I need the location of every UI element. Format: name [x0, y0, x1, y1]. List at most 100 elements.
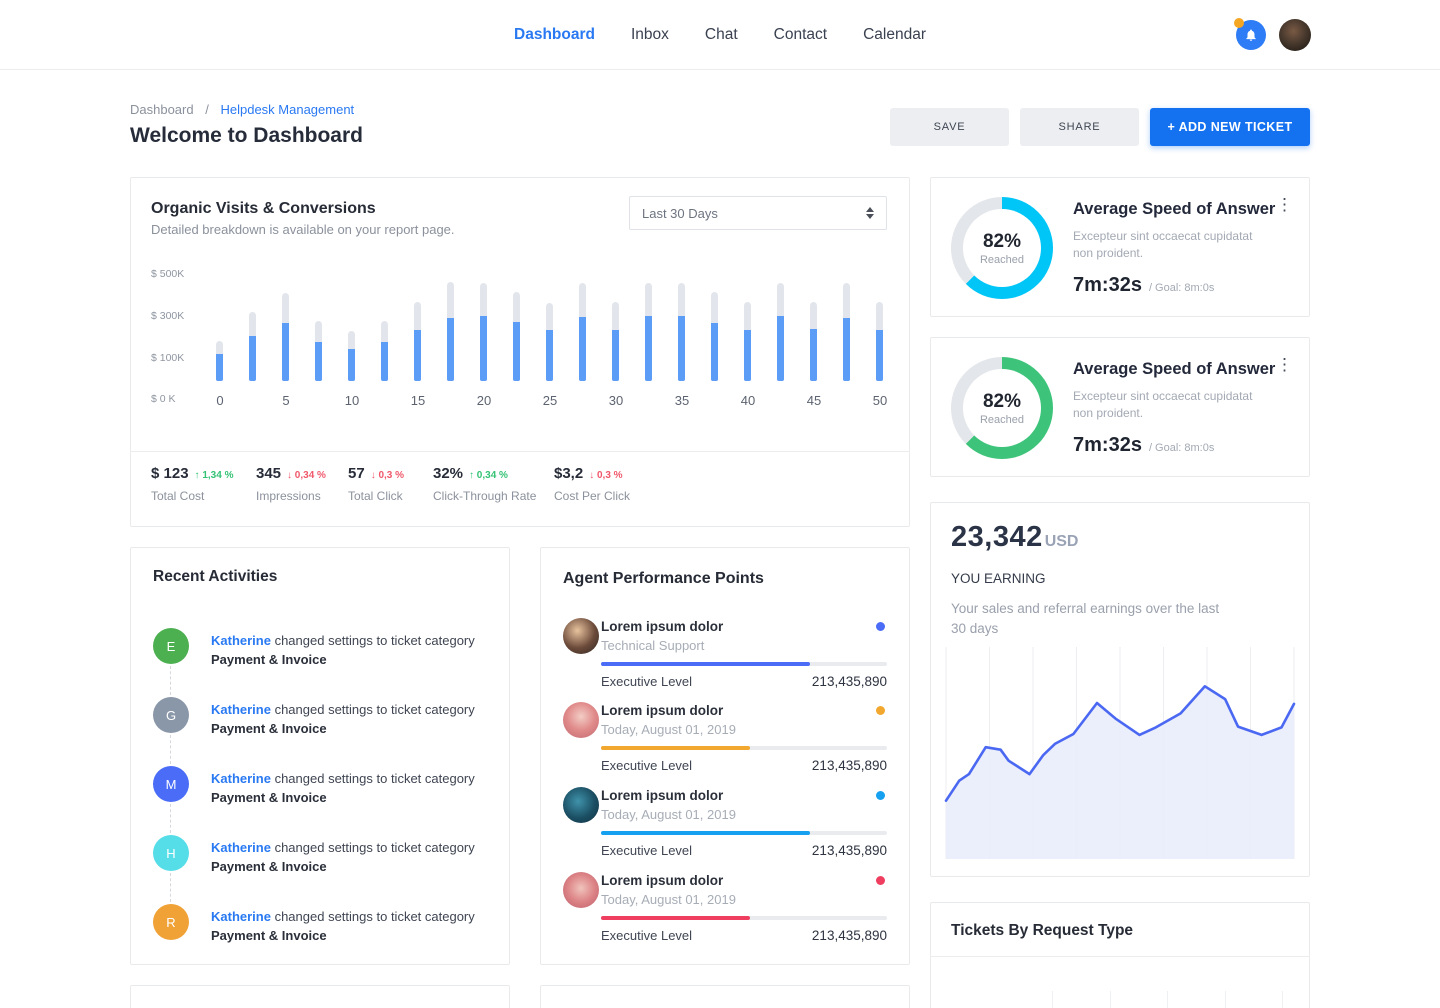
x-tick-label — [644, 393, 654, 408]
notification-button[interactable] — [1234, 18, 1266, 50]
stat-value: 32% — [433, 465, 464, 482]
user-avatar[interactable] — [1279, 19, 1311, 51]
activity-user[interactable]: Katherine — [211, 771, 271, 786]
x-tick-label: 25 — [542, 393, 558, 408]
avg-speed-description: Excepteur sint occaecat cupidatat non pr… — [1073, 389, 1253, 420]
bar-converted — [381, 342, 388, 381]
add-new-ticket-button[interactable]: + ADD NEW TICKET — [1150, 108, 1310, 146]
avg-speed-card-2: 82% Reached Average Speed of Answer ⋮ Ex… — [930, 337, 1310, 477]
x-tick-label — [380, 393, 390, 408]
activity-avatar: E — [153, 628, 189, 664]
nav-item-chat[interactable]: Chat — [704, 26, 738, 43]
earnings-amount: 23,342 — [951, 521, 1043, 553]
kebab-menu-icon[interactable]: ⋮ — [1276, 355, 1293, 374]
stat-label: Total Cost — [151, 489, 205, 503]
agent-progress-fill — [601, 831, 810, 835]
bar-converted — [216, 354, 223, 381]
main-nav: Dashboard Inbox Chat Contact Calendar — [0, 0, 1440, 70]
activity-item: E Katherine changed settings to ticket ca… — [153, 628, 489, 688]
agent-row[interactable]: Lorem ipsum dolor Today, August 01, 2019 E… — [563, 702, 887, 778]
stat-value: 57 — [348, 465, 365, 482]
earnings-card: 23,342 USD YOU EARNING Your sales and re… — [930, 502, 1310, 877]
bar-column — [809, 268, 819, 381]
stat-total-cost: $ 123 ↑ 1,34 % Total Cost — [151, 465, 233, 503]
organic-visits-card: Organic Visits & Conversions Detailed br… — [130, 177, 910, 527]
y-tick-label: $ 500K — [151, 268, 185, 280]
activity-user[interactable]: Katherine — [211, 840, 271, 855]
bar-converted — [579, 317, 586, 381]
breadcrumb-current[interactable]: Helpdesk Management — [220, 102, 355, 117]
agent-name: Lorem ipsum dolor — [601, 873, 724, 888]
kebab-menu-icon[interactable]: ⋮ — [1276, 195, 1293, 214]
activity-text: Katherine changed settings to ticket cat… — [211, 909, 475, 943]
bar-converted — [777, 316, 784, 381]
agent-level-label: Executive Level — [601, 674, 693, 689]
organic-bar-chart: $ 500K $ 300K $ 100K $ 0 K 0 5 10 15 20 25 30 35 40… — [151, 268, 889, 418]
agent-row[interactable]: Lorem ipsum dolor Technical Support Execut… — [563, 618, 887, 694]
earnings-description: Your sales and referral earnings over th… — [951, 601, 1220, 636]
avg-speed-time: 7m:32s — [1073, 434, 1142, 456]
status-dot-icon — [876, 706, 885, 715]
select-arrows-icon — [866, 207, 874, 219]
bar-column — [842, 268, 852, 381]
breadcrumb-parent[interactable]: Dashboard — [130, 102, 194, 117]
notification-badge — [1234, 18, 1244, 28]
agent-points-value: 213,435,890 — [811, 758, 887, 773]
bar-column — [347, 268, 357, 381]
y-tick-label: $ 0 K — [151, 393, 176, 405]
activity-user[interactable]: Katherine — [211, 633, 271, 648]
activity-item: G Katherine changed settings to ticket ca… — [153, 697, 489, 757]
agent-row[interactable]: Lorem ipsum dolor Today, August 01, 2019 E… — [563, 787, 887, 863]
date-range-select[interactable]: Last 30 Days — [629, 196, 887, 230]
stat-value: $3,2 — [554, 465, 584, 482]
donut-chart-green: 82% Reached — [951, 357, 1053, 459]
agent-level-label: Executive Level — [601, 928, 693, 943]
x-tick-label — [776, 393, 786, 408]
agent-progress-fill — [601, 746, 750, 750]
bar-converted — [315, 342, 322, 381]
bar-converted — [678, 316, 685, 381]
bar-column — [248, 268, 258, 381]
earnings-currency: USD — [1044, 533, 1079, 550]
nav-item-contact[interactable]: Contact — [773, 26, 828, 43]
stat-impressions: 345 ↓ 0,34 % Impressions — [256, 465, 326, 503]
activity-user[interactable]: Katherine — [211, 702, 271, 717]
breadcrumb: Dashboard / Helpdesk Management — [130, 102, 354, 117]
agent-subtitle: Today, August 01, 2019 — [601, 892, 736, 907]
bar-converted — [744, 330, 751, 381]
nav-item-inbox[interactable]: Inbox — [630, 26, 669, 43]
x-tick-label: 10 — [344, 393, 360, 408]
activity-item: M Katherine changed settings to ticket ca… — [153, 766, 489, 826]
x-tick-label — [512, 393, 522, 408]
save-button[interactable]: SAVE — [890, 108, 1009, 146]
stat-total-click: 57 ↓ 0,3 % Total Click — [348, 465, 404, 503]
agent-name: Lorem ipsum dolor — [601, 788, 724, 803]
agent-row[interactable]: Lorem ipsum dolor Today, August 01, 2019 E… — [563, 872, 887, 948]
agent-subtitle: Technical Support — [601, 638, 705, 653]
y-tick-label: $ 100K — [151, 352, 185, 364]
nav-item-calendar[interactable]: Calendar — [863, 26, 926, 43]
agent-progress-track — [601, 746, 887, 750]
bar-column — [446, 268, 456, 381]
stat-change: ↓ 0,3 % — [370, 470, 405, 481]
agent-name: Lorem ipsum dolor — [601, 619, 724, 634]
bar-converted — [348, 349, 355, 381]
x-tick-label — [710, 393, 720, 408]
agent-points-value: 213,435,890 — [811, 674, 887, 689]
donut-label: Reached — [979, 413, 1025, 426]
bar-chart-y-axis: $ 500K $ 300K $ 100K $ 0 K — [151, 268, 195, 418]
nav-item-dashboard[interactable]: Dashboard — [514, 26, 595, 43]
x-tick-label: 30 — [608, 393, 624, 408]
earnings-caption: YOU EARNING — [951, 571, 1046, 586]
x-tick-label — [842, 393, 852, 408]
page-title: Welcome to Dashboard — [130, 124, 363, 147]
agent-avatar — [563, 618, 599, 654]
bar-column — [314, 268, 324, 381]
donut-center: 82% Reached — [963, 369, 1041, 447]
share-button[interactable]: SHARE — [1020, 108, 1139, 146]
bar-converted — [513, 322, 520, 381]
bar-column — [710, 268, 720, 381]
activity-user[interactable]: Katherine — [211, 909, 271, 924]
bar-column — [776, 268, 786, 381]
x-tick-label: 40 — [740, 393, 756, 408]
